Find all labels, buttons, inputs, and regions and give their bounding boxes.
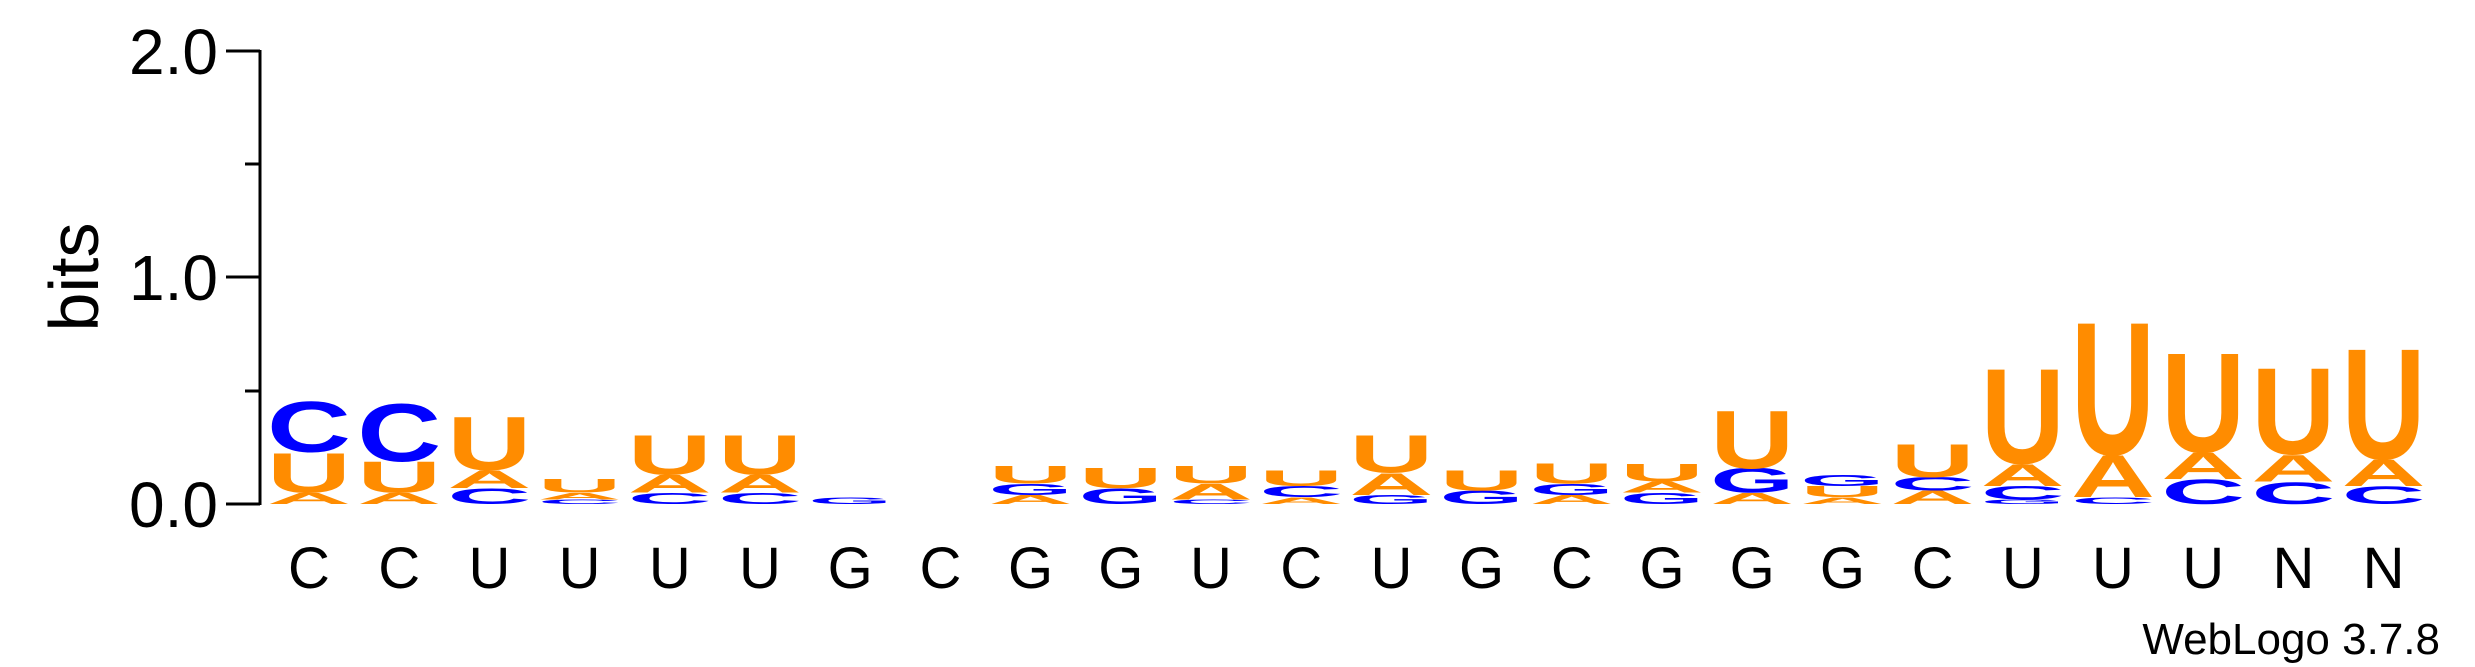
logo-letter-u-pos-13: U [1349,424,1433,484]
logo-letter-u-pos-19: U [1891,434,1975,487]
logo-letter-g-pos-7: G [808,496,892,507]
x-tick-label-pos-20: U [2002,536,2044,601]
x-tick-label-pos-5: U [649,536,691,601]
x-tick-label-pos-12: C [1280,536,1322,601]
logo-letter-u-pos-2: U [357,452,441,502]
logo-letter-a-pos-12: A [1259,495,1343,506]
y-tick-label-2: 2.0 [129,16,218,88]
x-tick-label-pos-11: U [1190,536,1232,601]
logo-letter-u-pos-11: U [1169,461,1253,489]
logo-letter-c-pos-1: C [267,386,351,468]
logo-letter-u-pos-16: U [1620,458,1704,486]
x-tick-label-pos-22: U [2182,536,2224,601]
logo-letter-c-pos-19: C [1891,473,1975,494]
logo-letter-c-pos-12: C [1259,483,1343,501]
logo-letter-c-pos-20: C [1981,482,2065,503]
x-tick-label-pos-24: N [2363,536,2405,601]
logo-letter-a-pos-22: A [2161,445,2245,487]
x-tick-label-pos-4: U [559,536,601,601]
logo-letter-a-pos-13: A [1349,467,1433,502]
logo-letter-u-pos-9: U [989,461,1073,489]
x-tick-label-pos-14: G [1459,536,1504,601]
logo-letter-u-pos-1: U [267,442,351,505]
logo-letter-a-pos-19: A [1891,487,1975,508]
x-tick-label-pos-3: U [468,536,510,601]
logo-letter-a-pos-21: A [2071,443,2155,511]
logo-letter-a-pos-2: A [357,490,441,508]
x-tick-label-pos-9: G [1008,536,1053,601]
logo-letter-c-pos-24: C [2342,481,2426,509]
x-tick-label-pos-6: U [739,536,781,601]
logo-letter-c-pos-4: C [538,498,622,505]
y-tick-label-0: 0.0 [129,469,218,541]
logo-letter-u-pos-12: U [1259,466,1343,491]
weblogo-credit: WebLogo 3.7.8 [2142,615,2440,664]
logo-letter-u-pos-20: U [1981,340,2065,493]
logo-letter-a-pos-20: A [1981,458,2065,493]
logo-letter-a-pos-3: A [447,465,531,493]
x-tick-label-pos-17: G [1730,536,1775,601]
logo-letter-u-pos-3: U [447,401,531,486]
logo-letter-a-pos-15: A [1530,493,1614,507]
logo-letter-u-pos-6: U [718,424,802,487]
x-tick-label-pos-23: N [2272,536,2314,601]
x-tick-label-pos-2: C [378,536,420,601]
logo-letter-u-pos-18: U [1800,483,1884,501]
logo-letter-g-pos-10: G [1079,484,1163,509]
logo-letter-u-pos-4: U [538,476,622,497]
logo-letter-a-pos-24: A [2342,452,2426,494]
logo-letter-u-pos-5: U [628,424,712,487]
x-tick-label-pos-16: G [1639,536,1684,601]
logo-letter-u-pos-24: U [2342,316,2426,493]
logo-letter-a-pos-17: A [1710,490,1794,508]
logo-letter-c-pos-6: C [718,490,802,508]
logo-letter-g-pos-20: G [1981,498,2065,505]
logo-letter-c-pos-5: C [628,490,712,508]
logo-letter-u-pos-15: U [1530,458,1614,490]
logo-letter-c-pos-11: C [1169,498,1253,505]
logo-letter-a-pos-1: A [267,490,351,508]
x-tick-label-pos-19: C [1912,536,1954,601]
logo-letter-u-pos-17: U [1710,394,1794,485]
logo-letter-g-pos-17: G [1710,461,1794,500]
logo-letter-c-pos-3: C [447,484,531,509]
logo-letter-c-pos-23: C [2251,476,2335,511]
x-tick-label-pos-1: C [288,536,330,601]
logo-letter-u-pos-22: U [2161,323,2245,483]
logo-letter-g-pos-13: G [1349,493,1433,507]
logo-letter-a-pos-11: A [1169,479,1253,504]
logo-letter-a-pos-9: A [989,493,1073,507]
logo-letter-a-pos-5: A [628,470,712,498]
logo-letter-c-pos-22: C [2161,473,2245,512]
x-tick-label-pos-8: C [919,536,961,601]
x-tick-label-pos-13: U [1370,536,1412,601]
logo-letter-u-pos-23: U [2251,343,2335,481]
x-tick-label-pos-7: G [828,536,873,601]
x-tick-label-pos-21: U [2092,536,2134,601]
logo-letter-c-pos-2: C [357,387,441,478]
logo-letter-a-pos-16: A [1620,478,1704,496]
x-tick-label-pos-18: G [1820,536,1865,601]
x-tick-label-pos-10: G [1098,536,1143,601]
logo-letter-g-pos-16: G [1620,490,1704,508]
x-tick-label-pos-15: C [1551,536,1593,601]
logo-letter-u-pos-14: U [1440,465,1524,497]
logo-letter-u-pos-21: U [2071,284,2155,495]
logo-letter-a-pos-18: A [1800,495,1884,506]
logo-letter-g-pos-14: G [1440,487,1524,508]
logo-letter-u-pos-10: U [1079,462,1163,494]
logo-letter-c-pos-21: C [2071,495,2155,506]
logo-letter-a-pos-23: A [2251,448,2335,490]
logo-letter-a-pos-6: A [718,470,802,498]
logo-letter-g-pos-9: G [989,481,1073,499]
logo-letter-g-pos-15: G [1530,481,1614,499]
y-axis-label: bits [35,223,113,332]
logo-letter-a-pos-4: A [538,491,622,502]
y-tick-label-1: 1.0 [129,242,218,314]
logo-letter-g-pos-18: G [1800,472,1884,490]
